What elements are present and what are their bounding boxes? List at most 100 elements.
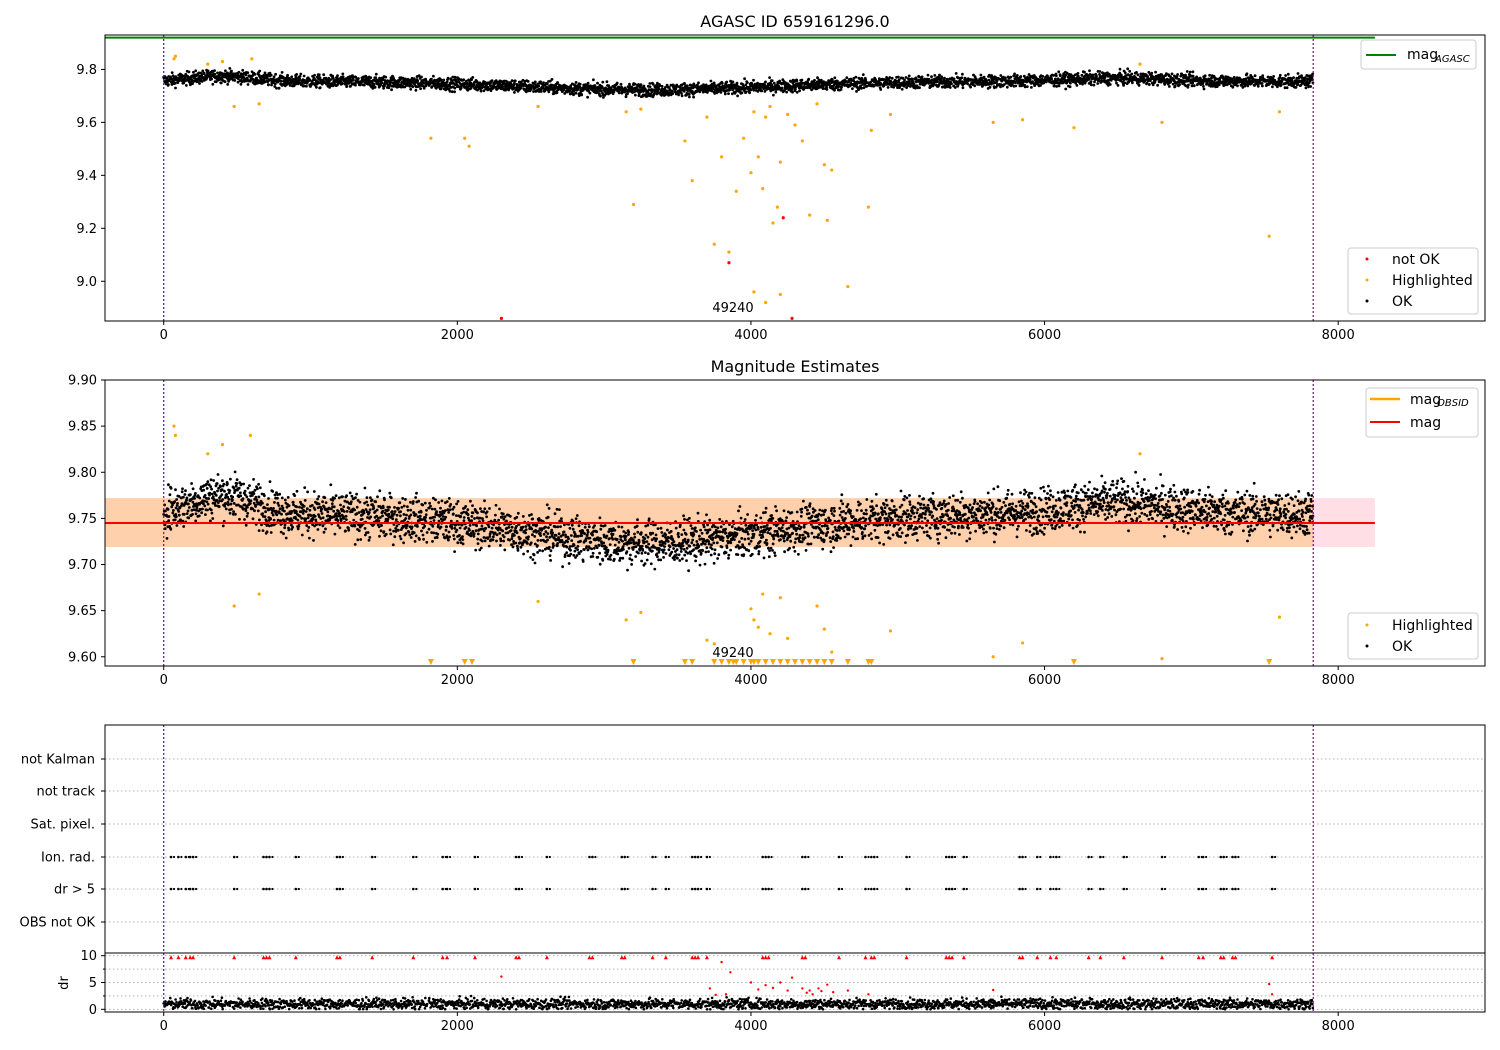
ok-point <box>800 78 804 82</box>
ok-point <box>349 500 353 504</box>
x-tick-label: 4000 <box>734 328 767 343</box>
ok-point <box>383 84 386 88</box>
ok-point <box>416 525 419 528</box>
ok-point <box>381 509 385 513</box>
ok-point <box>648 85 652 89</box>
data-point <box>712 242 716 246</box>
ok-point <box>807 77 811 81</box>
ok-point <box>362 83 366 87</box>
ok-point <box>628 82 631 86</box>
ok-point <box>182 495 185 499</box>
ok-point <box>280 71 284 74</box>
ok-point <box>354 496 357 499</box>
data-point <box>624 110 628 114</box>
ok-point <box>330 82 334 85</box>
ok-point <box>306 516 310 520</box>
ok-point <box>444 528 448 532</box>
ok-point <box>348 491 352 495</box>
ok-point <box>435 510 438 514</box>
ok-point <box>576 88 580 91</box>
data-point <box>790 316 794 320</box>
ok-point <box>225 493 229 496</box>
ok-point <box>1030 86 1033 89</box>
ok-point <box>813 78 816 82</box>
ok-point <box>322 73 326 77</box>
ok-point <box>1054 77 1057 81</box>
ok-point <box>418 538 421 541</box>
ok-point <box>948 86 952 89</box>
ok-point <box>334 494 338 497</box>
ok-point <box>1087 78 1091 81</box>
ok-point <box>982 75 986 79</box>
ok-point <box>543 83 547 87</box>
ok-point <box>1253 74 1257 78</box>
ok-point <box>286 496 290 499</box>
ok-point <box>1059 74 1062 78</box>
ok-point <box>226 503 230 507</box>
ok-point <box>593 84 597 87</box>
ok-point <box>220 493 224 496</box>
ok-point <box>181 487 184 491</box>
ok-point <box>578 82 582 86</box>
ok-point <box>308 78 312 82</box>
data-point <box>727 261 731 265</box>
ok-point <box>332 509 336 513</box>
ok-point <box>414 88 418 92</box>
ok-point <box>345 510 349 513</box>
ok-point <box>202 488 206 492</box>
ok-point <box>278 507 282 511</box>
x-tick-label: 0 <box>160 328 168 343</box>
ok-point <box>277 86 281 90</box>
panel1-line-legend: mag AGASC <box>1360 39 1477 70</box>
ok-point <box>1286 72 1290 76</box>
ok-point <box>287 528 291 532</box>
ok-point <box>472 83 476 87</box>
ok-point <box>791 90 794 94</box>
ok-point <box>339 503 342 507</box>
ok-point <box>347 528 351 532</box>
ok-point <box>390 510 394 513</box>
ok-point <box>457 77 461 81</box>
ok-point <box>401 497 405 500</box>
ok-point <box>291 525 294 529</box>
ok-point <box>635 86 639 90</box>
ok-point <box>409 536 413 539</box>
ok-point <box>203 494 207 497</box>
ok-point <box>186 509 190 513</box>
ok-point <box>453 75 457 79</box>
ok-point <box>329 483 333 487</box>
ok-point <box>428 501 431 505</box>
ok-point <box>1188 70 1192 74</box>
ok-point <box>450 527 454 530</box>
ok-point <box>295 489 299 493</box>
legend-highlighted-label: Highlighted <box>1392 273 1473 289</box>
ok-point <box>506 80 509 84</box>
ok-point <box>1150 71 1154 75</box>
ok-point <box>1054 74 1058 78</box>
ok-point <box>275 513 279 517</box>
ok-point <box>317 73 321 77</box>
ok-point <box>313 514 317 518</box>
ok-point <box>224 69 227 73</box>
ok-point <box>173 518 177 522</box>
ok-point <box>666 89 669 93</box>
ok-point <box>384 532 388 536</box>
ok-point <box>362 511 366 515</box>
ok-point <box>745 81 749 84</box>
ok-point <box>275 86 278 90</box>
ok-point <box>369 76 373 79</box>
ok-point <box>263 71 267 75</box>
ok-point <box>1130 72 1134 76</box>
ok-point <box>185 512 189 515</box>
ok-point <box>286 512 290 516</box>
ok-point <box>244 73 248 77</box>
ok-point <box>339 519 343 523</box>
ok-point <box>410 525 414 529</box>
ok-point <box>243 489 247 493</box>
ok-point <box>185 496 189 500</box>
ok-point <box>1178 83 1181 86</box>
ok-point <box>453 86 457 90</box>
ok-point <box>369 515 373 519</box>
ok-point <box>381 514 384 518</box>
ok-point <box>195 506 199 510</box>
